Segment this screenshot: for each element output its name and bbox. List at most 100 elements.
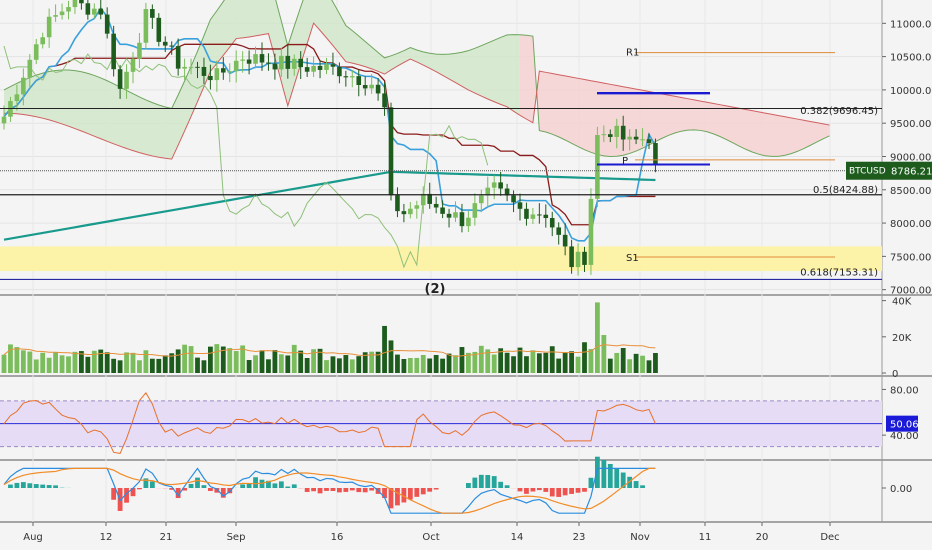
candle-body (414, 205, 420, 209)
volume-tick-label: 40K (892, 297, 912, 308)
candle-body (440, 207, 445, 214)
candle-body (291, 58, 297, 69)
volume-bar (491, 354, 497, 373)
volume-bar (259, 350, 265, 373)
macd-histogram-bar (130, 488, 136, 497)
volume-bar (33, 359, 39, 373)
price-axis[interactable]: 11000.00 10500.00 10000.00 9500.00 9000.00 85… (882, 19, 932, 297)
volume-bar (162, 355, 168, 373)
candle-body (375, 84, 381, 94)
time-axis[interactable]: Aug 12 21 Sep 16 Oct 14 23 Nov 11 20 Dec (23, 522, 840, 543)
candle-body (608, 134, 613, 137)
macd-histogram-bar (556, 488, 562, 497)
moving-average-line (3, 170, 656, 241)
candle-body (324, 64, 329, 70)
time-tick-label: Aug (23, 532, 43, 543)
volume-bar (137, 360, 142, 373)
volume-bar (208, 346, 213, 373)
candle-body (582, 251, 587, 265)
candle-body (304, 67, 310, 72)
volume-bar (130, 352, 136, 373)
time-tick-label: Oct (422, 532, 439, 543)
time-tick-label: 21 (160, 532, 173, 543)
volume-bar (46, 357, 52, 373)
candle-body (175, 46, 181, 69)
volume-bar (395, 354, 400, 373)
price-tick-label: 10000.00 (890, 86, 932, 97)
candle-body (130, 58, 136, 72)
volume-bar (343, 355, 349, 373)
candle-body (79, 0, 84, 4)
time-tick-label: 11 (699, 532, 712, 543)
rsi-tick-label: 40.00 (890, 431, 919, 442)
volume-bar (246, 360, 252, 373)
volume-bar (427, 358, 433, 373)
macd-histogram-bar (362, 488, 368, 493)
volume-tick-label: 20K (892, 333, 912, 344)
volume-bar (195, 357, 200, 373)
macd-histogram-bar (395, 488, 400, 506)
rsi-line (3, 392, 656, 454)
volume-bar (511, 356, 516, 373)
price-pane[interactable]: R1 S1 P 0.382(9696.45) 0.5(8424.88) 0.61… (0, 0, 882, 297)
macd-histogram-bar (20, 482, 26, 488)
candle-body (259, 54, 265, 63)
volume-pane[interactable] (1, 302, 658, 373)
candle-body (85, 3, 91, 15)
volume-bar (582, 342, 587, 373)
volume-bar (627, 359, 633, 373)
volume-bar (8, 344, 13, 373)
candle-body (466, 217, 471, 227)
rsi-pane[interactable] (0, 392, 882, 454)
candle-body (311, 65, 316, 72)
macd-axis: 0.00 (882, 484, 912, 495)
candle-body (66, 7, 71, 12)
candle-body (233, 60, 239, 72)
price-tick-label: 8000.00 (890, 219, 931, 230)
volume-bar (530, 350, 536, 373)
macd-histogram-bar (214, 488, 220, 493)
candle-body (511, 195, 516, 203)
macd-histogram-bar (220, 488, 226, 498)
macd-histogram-bar (111, 488, 117, 500)
volume-bar (182, 344, 187, 373)
last-price-value: 8786.21 (891, 167, 932, 178)
macd-histogram-bar (311, 488, 316, 492)
level-lines (0, 52, 882, 281)
time-tick-label: Dec (820, 532, 839, 543)
volume-bar (588, 349, 594, 373)
volume-bar (562, 352, 568, 373)
macd-pane[interactable] (3, 456, 656, 514)
candle-body (143, 9, 149, 43)
support-zone (0, 246, 882, 272)
volume-bar (478, 345, 484, 373)
volume-bar (285, 355, 291, 373)
candle-body (40, 37, 45, 45)
candle-body (156, 17, 162, 42)
time-tick-label: Sep (227, 532, 246, 543)
volume-bar (375, 351, 381, 373)
macd-histogram-bar (549, 488, 555, 497)
volume-bar (72, 351, 78, 373)
candle-body (653, 143, 658, 166)
volume-bar (453, 355, 458, 373)
candle-body (104, 14, 110, 34)
macd-histogram-bar (169, 488, 175, 490)
candle-body (633, 136, 639, 140)
volume-bar (143, 350, 149, 373)
time-tick-label: Nov (630, 532, 650, 543)
volume-bar (595, 302, 600, 373)
volume-bar (414, 357, 420, 373)
candle-body (1, 116, 7, 124)
volume-bar (253, 355, 258, 373)
volume-bar (330, 356, 336, 373)
macd-histogram-bar (195, 477, 200, 488)
macd-histogram-bar (253, 477, 258, 488)
fib-5-label: 0.5(8424.88) (813, 185, 878, 196)
macd-histogram-bar (433, 488, 439, 490)
price-tick-label: 7500.00 (890, 252, 931, 263)
volume-bar (124, 352, 129, 373)
candle-body (279, 55, 284, 70)
